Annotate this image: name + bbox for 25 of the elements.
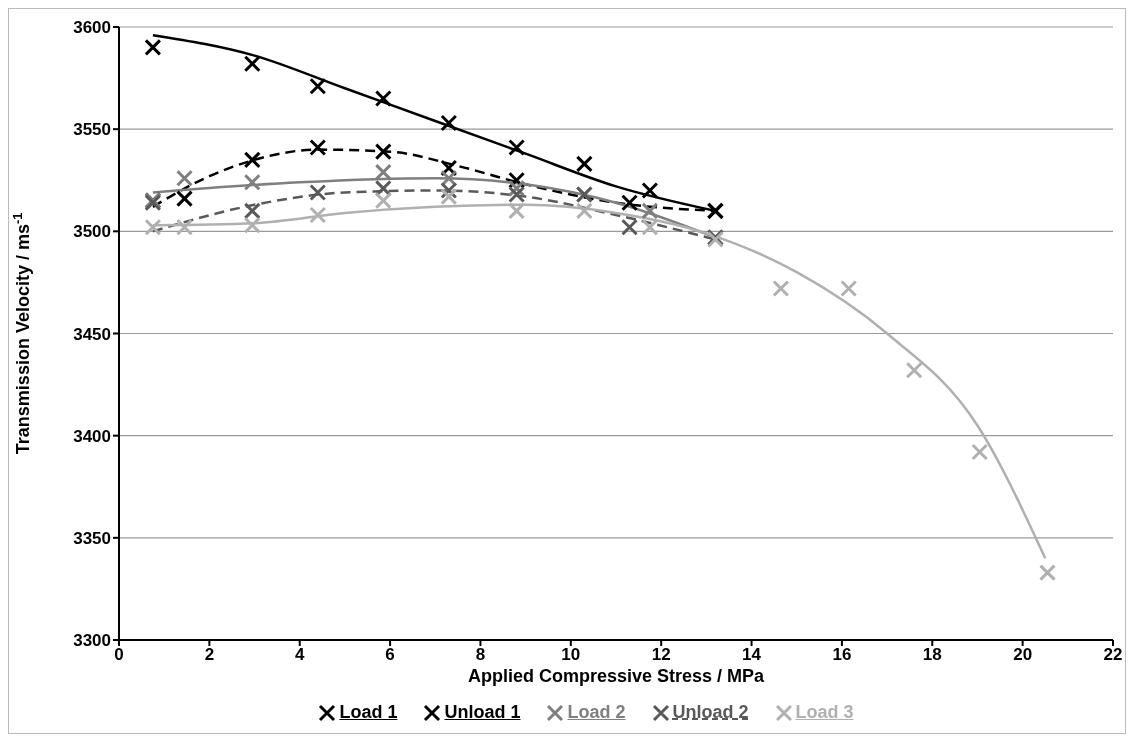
y-tick-label: 3350 bbox=[73, 528, 111, 548]
x-tick-label: 18 bbox=[922, 645, 942, 665]
x-tick-label: 22 bbox=[1103, 645, 1123, 665]
y-tick-label: 3550 bbox=[73, 120, 111, 140]
y-tick-label: 3300 bbox=[73, 631, 111, 651]
x-tick-label: 6 bbox=[385, 645, 395, 665]
y-tick-label: 3600 bbox=[73, 18, 111, 38]
x-tick-label: 2 bbox=[204, 645, 215, 665]
x-tick-label: 0 bbox=[114, 645, 124, 665]
y-tick-label: 3450 bbox=[73, 324, 111, 344]
y-tick-label: 3500 bbox=[73, 222, 111, 242]
x-tick-label: 12 bbox=[651, 645, 671, 665]
x-tick-label: 4 bbox=[294, 645, 305, 665]
x-tick-label: 8 bbox=[475, 645, 486, 665]
x-tick-label: 10 bbox=[561, 645, 581, 665]
legend-label: Unload 2 bbox=[672, 702, 749, 723]
legend-label: Unload 1 bbox=[444, 702, 521, 723]
legend-label: Load 2 bbox=[567, 702, 626, 723]
legend-label: Load 3 bbox=[795, 702, 854, 723]
x-axis-title: Applied Compressive Stress / MPa bbox=[467, 666, 766, 686]
x-tick-label: 14 bbox=[742, 645, 762, 665]
legend-label: Load 1 bbox=[339, 702, 398, 723]
x-tick-label: 20 bbox=[1013, 645, 1033, 665]
y-tick-label: 3400 bbox=[73, 426, 111, 446]
x-tick-label: 16 bbox=[832, 645, 852, 665]
